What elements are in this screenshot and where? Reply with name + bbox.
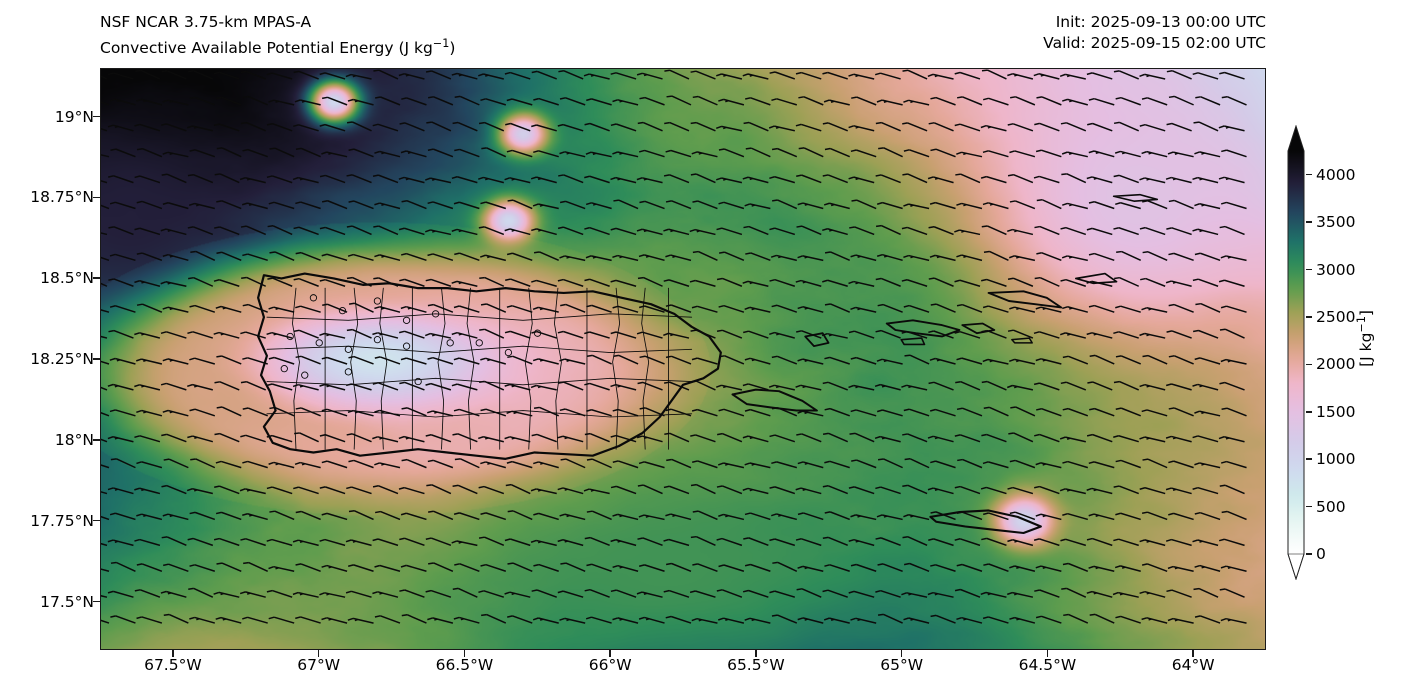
y-axis-tick-mark: [93, 196, 100, 199]
colorbar-tick-mark: [1306, 553, 1312, 555]
cape-shaded-field: [101, 69, 1265, 649]
colorbar-tick-mark: [1306, 173, 1312, 176]
colorbar-tick-label: 500: [1316, 497, 1346, 516]
colorbar-tick-mark: [1306, 221, 1312, 223]
x-axis-tick-label: 64.5°W: [1018, 656, 1077, 674]
colorbar-tick-mark: [1306, 458, 1312, 460]
colorbar-tick-mark: [1306, 316, 1312, 318]
x-axis-tick-mark: [609, 650, 611, 657]
x-axis-tick-mark: [463, 650, 466, 657]
y-axis-tick-mark: [93, 115, 100, 118]
colorbar-tick-mark: [1306, 411, 1312, 413]
map-plot-area: [100, 68, 1266, 650]
y-axis-tick-label: 18.75°N: [30, 188, 94, 207]
x-axis-tick-label: 64°W: [1171, 656, 1215, 674]
field-title: Convective Available Potential Energy (J…: [100, 33, 455, 59]
colorbar-tick-mark: [1306, 363, 1312, 366]
x-axis-tick-label: 67.5°W: [144, 656, 202, 674]
x-axis-tick-label: 67°W: [297, 656, 341, 674]
y-axis-tick-mark: [93, 519, 100, 522]
colorbar-tick-mark: [1306, 268, 1312, 271]
x-axis-tick-mark: [1046, 650, 1049, 657]
colorbar-tick-label: 1000: [1316, 450, 1356, 469]
colorbar-gradient: [1287, 125, 1305, 580]
model-title: NSF NCAR 3.75-km MPAS-A: [100, 13, 312, 31]
x-axis-tick-mark: [317, 650, 320, 657]
colorbar-tick-mark: [1306, 505, 1312, 508]
colorbar-tick-label: 2500: [1316, 307, 1356, 326]
y-axis-tick-mark: [93, 439, 100, 441]
colorbar-tick-label: 0: [1316, 545, 1326, 563]
title-block-right: Init: 2025-09-13 00:00 UTC Valid: 2025-0…: [1043, 12, 1266, 54]
y-axis-tick-mark: [93, 277, 100, 279]
field-title-suffix: ): [449, 39, 456, 58]
colorbar-tick-label: 4000: [1316, 165, 1356, 184]
x-axis-tick-label: 65.5°W: [727, 656, 785, 674]
y-axis-tick-label: 18.25°N: [30, 350, 94, 368]
x-axis-tick-label: 66°W: [588, 656, 632, 674]
title-block-left: NSF NCAR 3.75-km MPAS-A Convective Avail…: [100, 12, 455, 59]
y-axis-tick-mark: [93, 358, 100, 360]
x-axis-tick-mark: [1192, 650, 1194, 657]
y-axis-tick-label: 18.5°N: [40, 269, 94, 288]
valid-time-label: Valid: 2025-09-15 02:00 UTC: [1043, 34, 1266, 52]
y-axis-tick-label: 18°N: [54, 430, 94, 449]
y-axis-tick-label: 17.75°N: [30, 511, 94, 530]
colorbar: [1286, 125, 1306, 580]
colorbar-tick-label: 3000: [1316, 260, 1356, 279]
colorbar-axis-label: [J kg−1]: [1355, 310, 1376, 367]
colorbar-tick-label: 3500: [1316, 213, 1356, 232]
y-axis-tick-mark: [93, 600, 100, 603]
y-axis-tick-label: 17.5°N: [40, 592, 94, 611]
x-axis-tick-label: 65°W: [880, 656, 924, 674]
x-axis-tick-mark: [900, 650, 903, 657]
x-axis-tick-mark: [172, 650, 174, 657]
colorbar-tick-label: 1500: [1316, 402, 1356, 421]
x-axis-tick-mark: [755, 650, 757, 657]
x-axis-tick-label: 66.5°W: [435, 656, 494, 674]
colorbar-tick-label: 2000: [1316, 355, 1356, 374]
y-axis-tick-label: 19°N: [54, 107, 94, 126]
field-title-text: Convective Available Potential Energy (J…: [100, 39, 433, 58]
field-title-exponent: −1: [432, 37, 450, 50]
init-time-label: Init: 2025-09-13 00:00 UTC: [1055, 13, 1266, 31]
